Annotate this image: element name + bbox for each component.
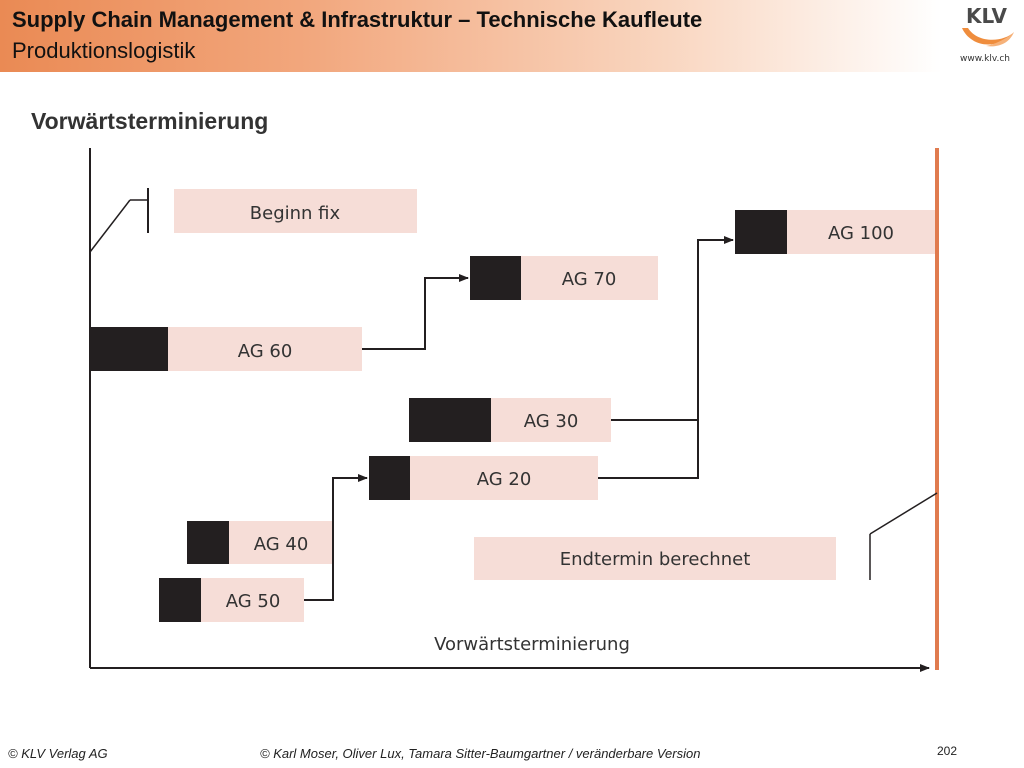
operation-ag20: AG 20 — [369, 456, 598, 500]
logo-text: KLV — [966, 4, 1007, 28]
setup-block — [470, 256, 521, 300]
svg-text:AG 70: AG 70 — [562, 269, 617, 290]
operation-ag40: AG 40 — [187, 521, 333, 564]
svg-text:Endtermin berechnet: Endtermin berechnet — [560, 549, 751, 570]
start-fix-pointer — [89, 199, 131, 253]
svg-text:AG 40: AG 40 — [254, 534, 309, 555]
header-band: Supply Chain Management & Infrastruktur … — [0, 0, 1024, 72]
footer-copyright-klv: © KLV Verlag AG — [8, 746, 108, 761]
label-beginn-fix: Beginn fix — [174, 189, 417, 233]
setup-block — [159, 578, 201, 622]
arrow-ag50-to-ag20 — [304, 474, 368, 601]
operation-ag60: AG 60 — [90, 327, 362, 371]
footer-authors: © Karl Moser, Oliver Lux, Tamara Sitter-… — [260, 746, 701, 761]
setup-block — [90, 327, 168, 371]
page-number: 202 — [937, 744, 958, 758]
arrow-ag60-to-ag70 — [362, 274, 469, 350]
operation-ag50: AG 50 — [159, 578, 304, 622]
label-endtermin: Endtermin berechnet — [474, 537, 836, 580]
svg-text:AG 20: AG 20 — [477, 469, 532, 490]
header-subtitle: Produktionslogistik — [12, 38, 196, 63]
svg-text:AG 50: AG 50 — [226, 591, 281, 612]
operation-ag70: AG 70 — [470, 256, 658, 300]
svg-text:Beginn fix: Beginn fix — [250, 203, 341, 224]
logo-swoosh-icon — [962, 28, 1014, 47]
svg-text:AG 30: AG 30 — [524, 411, 579, 432]
arrow-ag20-to-ag100 — [598, 236, 734, 479]
header-title: Supply Chain Management & Infrastruktur … — [12, 7, 703, 32]
svg-text:AG 100: AG 100 — [828, 223, 894, 244]
setup-block — [369, 456, 410, 500]
setup-block — [187, 521, 229, 564]
setup-block — [409, 398, 491, 442]
logo-url: www.klv.ch — [960, 54, 1010, 64]
klv-logo: KLV www.klv.ch — [956, 2, 1020, 68]
svg-text:AG 60: AG 60 — [238, 341, 293, 362]
setup-block — [735, 210, 787, 254]
axis-label: Vorwärtsterminierung — [434, 634, 630, 655]
slide-title: Vorwärtsterminierung — [31, 108, 269, 134]
operation-ag30: AG 30 — [409, 398, 611, 442]
operation-ag100: AG 100 — [735, 210, 935, 254]
